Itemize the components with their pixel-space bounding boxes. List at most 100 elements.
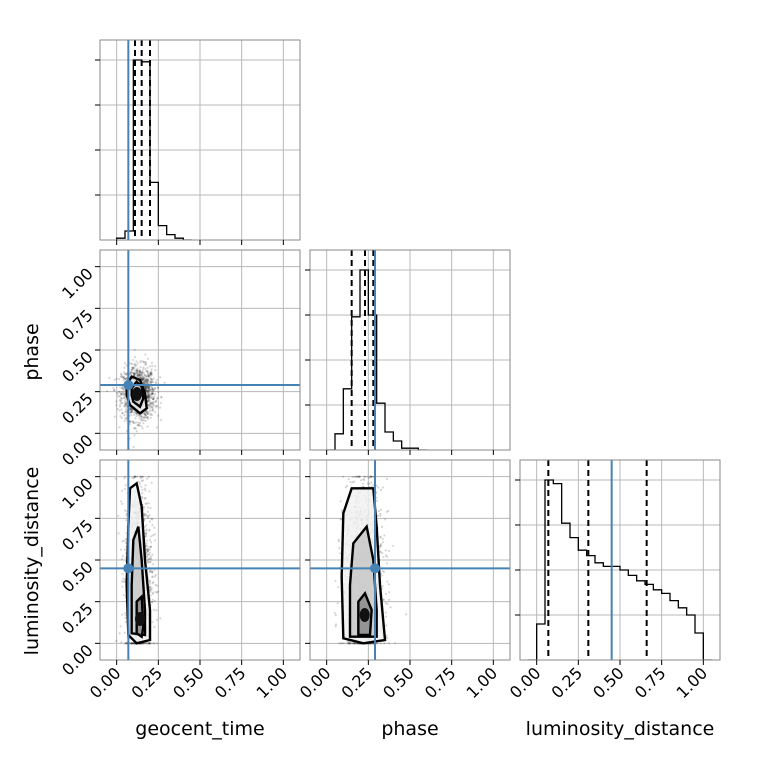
scatter-point [134, 417, 137, 420]
scatter-point [120, 393, 123, 396]
scatter-point [148, 514, 151, 517]
scatter-point [147, 391, 150, 394]
scatter-point [148, 528, 151, 531]
scatter-point [152, 397, 155, 401]
scatter-point [143, 411, 146, 414]
scatter-point [152, 398, 155, 401]
scatter-point [387, 549, 391, 553]
scatter-point [141, 491, 144, 495]
scatter-point [340, 518, 343, 521]
scatter-point [149, 416, 152, 420]
scatter-point [133, 363, 136, 367]
scatter-point [146, 510, 149, 513]
scatter-point [122, 388, 125, 392]
scatter-point [140, 374, 143, 377]
scatter-point [381, 537, 384, 540]
scatter-point [154, 387, 157, 390]
scatter-point [136, 475, 139, 478]
scatter-point [146, 547, 149, 550]
scatter-point [151, 571, 154, 574]
scatter-point [353, 642, 356, 645]
xtick-label: 0.00 [296, 663, 335, 702]
scatter-point [144, 388, 148, 391]
scatter-point [145, 375, 148, 378]
scatter-point [151, 387, 154, 390]
scatter-point [132, 372, 135, 375]
scatter-point [353, 475, 357, 478]
scatter-point [357, 475, 360, 478]
scatter-point [118, 398, 121, 402]
scatter-point [149, 538, 152, 541]
scatter-point [145, 548, 148, 551]
histogram-luminosity_distance [528, 479, 712, 660]
scatter-point [150, 601, 154, 604]
scatter-point [125, 408, 128, 411]
scatter-point [124, 484, 127, 487]
scatter-point [135, 421, 138, 424]
scatter-point [342, 475, 345, 478]
scatter-point [112, 386, 115, 390]
scatter-point [140, 373, 143, 376]
xtick-label: 0.75 [631, 663, 670, 702]
scatter-point [150, 570, 154, 574]
scatter-point [149, 406, 152, 410]
scatter-point [124, 377, 127, 380]
scatter-point [147, 553, 150, 556]
scatter-point [135, 414, 138, 418]
scatter-point [146, 375, 150, 378]
scatter-point [384, 611, 387, 614]
scatter-point [124, 417, 127, 420]
scatter-point [154, 573, 157, 576]
scatter-point [143, 381, 146, 385]
scatter-point [121, 573, 124, 576]
scatter-point [141, 378, 144, 382]
scatter-point [148, 490, 151, 493]
scatter-point [149, 381, 152, 385]
scatter-point [134, 475, 137, 478]
scatter-point [146, 399, 149, 402]
scatter-point [352, 642, 355, 645]
scatter-point [144, 525, 147, 528]
scatter-point [152, 388, 156, 392]
scatter-point [149, 409, 152, 412]
scatter-point [151, 401, 154, 404]
scatter-point [134, 372, 137, 376]
scatter-point [134, 365, 137, 368]
scatter-panel-phase_vs_geocent_time [100, 250, 300, 450]
scatter-point [337, 586, 340, 589]
scatter-point [148, 395, 151, 398]
scatter-point [115, 400, 118, 403]
scatter-point [141, 378, 144, 381]
scatter-point [149, 379, 152, 382]
scatter-point [125, 403, 128, 406]
scatter-point [152, 397, 155, 400]
scatter-point [150, 381, 153, 384]
scatter-point [145, 411, 148, 414]
ytick-label: 0.25 [58, 389, 97, 428]
scatter-point [358, 475, 361, 478]
scatter-point [136, 362, 139, 365]
scatter-point [156, 386, 159, 389]
scatter-point [121, 580, 124, 583]
scatter-point [138, 370, 141, 373]
scatter-point [136, 370, 139, 373]
scatter-point [379, 536, 382, 539]
scatter-point [369, 475, 372, 478]
scatter-point [122, 580, 125, 584]
scatter-point [146, 416, 149, 419]
scatter-point [119, 403, 122, 406]
scatter-point [151, 387, 155, 391]
scatter-point [121, 387, 124, 390]
scatter-point [149, 535, 153, 538]
scatter-point [151, 407, 154, 411]
scatter-point [151, 620, 154, 624]
scatter-point [147, 375, 150, 378]
scatter-point [140, 372, 143, 375]
scatter-point [148, 394, 151, 398]
scatter-point [360, 479, 363, 482]
contour-line [357, 590, 373, 637]
scatter-point [149, 393, 152, 396]
scatter-point [139, 366, 142, 369]
scatter-point [130, 362, 133, 365]
